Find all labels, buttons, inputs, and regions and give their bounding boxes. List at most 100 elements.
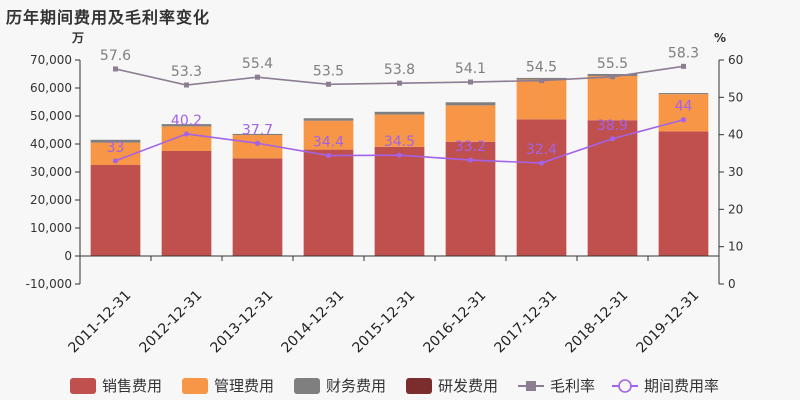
bar-admin[interactable] (161, 126, 212, 151)
chart-title: 历年期间费用及毛利率变化 (6, 8, 211, 27)
left-axis-tick-label: 20,000 (30, 193, 72, 207)
right-axis-tick-label: 0 (728, 277, 736, 291)
expense-ratio-data-label: 40.2 (171, 113, 202, 129)
expense-ratio-point[interactable] (467, 157, 474, 163)
gross-margin-point[interactable] (539, 78, 544, 84)
bar-finance[interactable] (303, 118, 354, 121)
gross-margin-data-label: 54.5 (526, 60, 557, 76)
gross-margin-data-label: 57.6 (100, 48, 131, 64)
bar-sales[interactable] (658, 131, 709, 256)
left-axis-tick-label: 60,000 (30, 81, 72, 95)
expense-ratio-point[interactable] (183, 131, 190, 137)
left-axis-tick-label: 30,000 (30, 165, 72, 179)
left-axis-tick-label: -10,000 (26, 277, 72, 291)
bar-finance[interactable] (161, 124, 212, 127)
gross-margin-data-label: 54.1 (455, 61, 486, 77)
legend-swatch-rnd[interactable] (406, 378, 432, 394)
legend-swatch-sales[interactable] (70, 378, 96, 394)
bar-sales[interactable] (516, 119, 567, 256)
right-axis-tick-label: 40 (728, 128, 743, 142)
expense-ratio-data-label: 33 (107, 140, 125, 156)
expense-ratio-data-label: 32.4 (526, 142, 557, 158)
left-axis-unit: 万 (71, 31, 84, 45)
left-axis-tick-label: 50,000 (30, 109, 72, 123)
bar-finance[interactable] (374, 111, 425, 115)
bar-sales[interactable] (374, 146, 425, 256)
bar-admin[interactable] (587, 75, 638, 121)
expense-ratio-point[interactable] (680, 117, 687, 123)
bar-sales[interactable] (161, 151, 212, 256)
legend-swatch-admin[interactable] (182, 378, 208, 394)
bar-admin[interactable] (658, 94, 709, 132)
gross-margin-data-label: 53.8 (384, 62, 415, 78)
bar-sales[interactable] (587, 120, 638, 256)
right-axis-tick-label: 50 (728, 90, 743, 104)
bar-finance[interactable] (90, 139, 141, 143)
x-axis-tick-label: 2017-12-31 (491, 288, 560, 357)
expense-ratio-point[interactable] (254, 140, 261, 146)
gross-margin-data-label: 53.5 (313, 63, 344, 79)
expense-ratio-data-label: 33.2 (455, 139, 486, 155)
legend-marker-expense-ratio[interactable] (618, 379, 632, 393)
expense-ratio-point[interactable] (325, 152, 332, 159)
x-axis-tick-label: 2011-12-31 (65, 288, 134, 357)
expense-ratio-point[interactable] (609, 136, 616, 142)
bar-admin[interactable] (90, 142, 141, 165)
right-axis-tick-label: 60 (728, 53, 743, 67)
gross-margin-data-label: 58.3 (668, 45, 699, 61)
expense-ratio-data-label: 44 (675, 99, 693, 115)
x-axis-tick-label: 2018-12-31 (562, 288, 631, 357)
bar-sales[interactable] (303, 149, 354, 256)
right-axis-tick-label: 30 (728, 165, 743, 179)
bar-finance[interactable] (445, 102, 496, 106)
bar-sales[interactable] (90, 165, 141, 256)
right-axis-unit: % (714, 31, 726, 45)
gross-margin-point[interactable] (468, 79, 473, 85)
gross-margin-point[interactable] (326, 81, 331, 87)
x-axis-tick-label: 2012-12-31 (136, 288, 205, 357)
gross-margin-data-label: 55.4 (242, 56, 273, 72)
legend-label-rnd[interactable]: 研发费用 (438, 377, 498, 395)
left-axis-tick-label: 10,000 (30, 221, 72, 235)
right-axis-tick-label: 20 (728, 202, 743, 216)
x-axis-tick-label: 2014-12-31 (278, 288, 347, 357)
bar-admin[interactable] (516, 79, 567, 120)
bar-admin[interactable] (445, 105, 496, 142)
x-axis-tick-label: 2015-12-31 (349, 288, 418, 357)
legend-label-gross-margin[interactable]: 毛利率 (550, 377, 595, 395)
expense-ratio-point[interactable] (396, 152, 403, 158)
right-axis-tick-label: 10 (728, 240, 743, 254)
legend-marker-gross-margin[interactable] (526, 381, 536, 391)
expense-ratio-data-label: 37.7 (242, 122, 273, 138)
bar-sales[interactable] (232, 158, 283, 256)
bar-admin[interactable] (374, 114, 425, 147)
x-axis-tick-label: 2016-12-31 (420, 288, 489, 357)
legend-swatch-finance[interactable] (294, 378, 320, 394)
gross-margin-point[interactable] (184, 82, 189, 88)
x-axis-tick-label: 2013-12-31 (207, 288, 276, 357)
bar-finance[interactable] (232, 133, 283, 136)
bar-finance[interactable] (658, 93, 709, 95)
gross-margin-point[interactable] (681, 63, 686, 69)
legend-label-expense-ratio[interactable]: 期间费用率 (644, 377, 719, 395)
expense-ratio-point[interactable] (538, 160, 545, 166)
legend-label-sales[interactable]: 销售费用 (102, 377, 162, 395)
gross-margin-data-label: 53.3 (171, 64, 202, 80)
legend-label-finance[interactable]: 财务费用 (326, 377, 386, 395)
gross-margin-point[interactable] (255, 74, 260, 80)
left-axis-tick-label: 0 (64, 249, 72, 263)
bar-admin[interactable] (303, 120, 354, 150)
expense-ratio-data-label: 38.9 (597, 118, 628, 134)
expense-ratio-point[interactable] (112, 158, 119, 164)
gross-margin-point[interactable] (610, 74, 615, 80)
legend-label-admin[interactable]: 管理费用 (214, 377, 274, 395)
left-axis-tick-label: 70,000 (30, 53, 72, 67)
expense-ratio-data-label: 34.4 (313, 135, 344, 151)
x-axis-tick-label: 2019-12-31 (633, 288, 702, 357)
gross-margin-data-label: 55.5 (597, 56, 628, 72)
gross-margin-point[interactable] (397, 80, 402, 86)
expense-ratio-data-label: 34.5 (384, 134, 415, 150)
gross-margin-point[interactable] (113, 66, 118, 72)
left-axis-tick-label: 40,000 (30, 137, 72, 151)
